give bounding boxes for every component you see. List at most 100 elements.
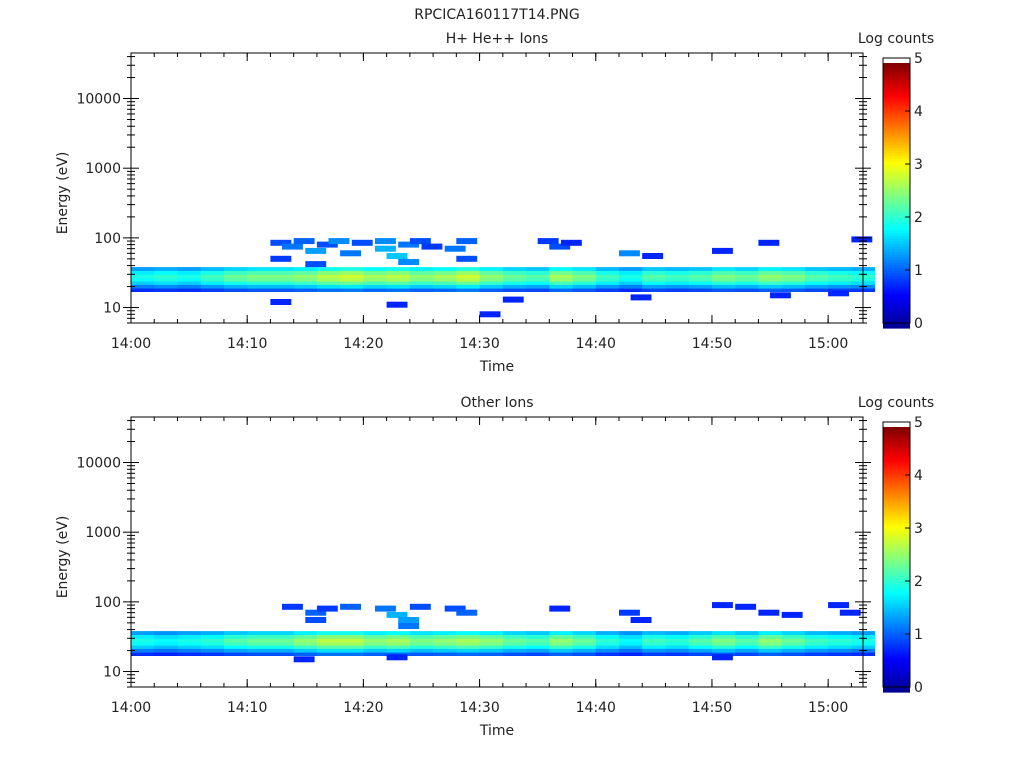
colorbar-segment (883, 527, 910, 531)
count-cell (316, 605, 338, 612)
plot-frame (130, 416, 864, 688)
colorbar-segment (883, 296, 910, 300)
band-cell (131, 631, 155, 635)
colorbar-tick-label: 4 (914, 468, 923, 484)
band-cell (409, 281, 434, 285)
colorbar-segment (883, 440, 910, 444)
band-cell (456, 267, 480, 271)
colorbar-segment (883, 81, 910, 85)
band-cell (781, 652, 806, 656)
colorbar-segment (883, 153, 910, 157)
band-cell (154, 638, 178, 642)
band-cell (409, 288, 434, 292)
colorbar-tick-label: 5 (914, 51, 923, 67)
band-cell (595, 645, 620, 649)
band-cell (688, 652, 713, 656)
band-cell (781, 645, 806, 649)
colorbar-segment (883, 442, 910, 447)
y-tick-label: 10 (103, 665, 121, 681)
band-cell (781, 634, 806, 639)
band-cell (386, 281, 411, 285)
count-cell (619, 609, 640, 616)
colorbar-segment (883, 182, 910, 186)
count-cell (444, 605, 466, 612)
x-axis-label: Time (479, 723, 514, 739)
band-cell (549, 270, 573, 275)
band-cell (200, 652, 225, 656)
colorbar-segment (883, 200, 910, 205)
band-cell (177, 281, 202, 285)
band-cell (735, 648, 759, 653)
band-cell (247, 631, 271, 635)
band-cell (224, 634, 248, 639)
band-cell (363, 284, 388, 289)
band-cell (293, 631, 318, 635)
band-cell (804, 284, 829, 289)
band-cell (433, 645, 457, 649)
colorbar-segment (883, 304, 910, 308)
band-cell (712, 284, 736, 289)
band-cell (293, 267, 318, 271)
band-cell (247, 634, 271, 639)
band-cell (224, 274, 248, 278)
colorbar-segment (883, 325, 910, 329)
band-cell (735, 652, 759, 656)
band-cell (502, 277, 527, 282)
band-cell (781, 267, 806, 271)
band-cell (804, 277, 829, 282)
band-cell (247, 267, 271, 271)
heatmap-cells (131, 602, 876, 663)
band-cell (828, 652, 852, 656)
band-cell (224, 631, 248, 635)
colorbar-segment (883, 551, 910, 555)
count-cell (712, 247, 733, 254)
band-cell (828, 648, 852, 653)
band-cell (340, 631, 364, 635)
band-cell (549, 652, 573, 656)
colorbar-segment (883, 559, 910, 563)
band-cell (456, 288, 480, 292)
count-cell (560, 239, 582, 246)
count-cell (851, 236, 873, 243)
band-cell (316, 270, 341, 275)
band-cell (247, 270, 271, 275)
colorbar-segment (883, 673, 910, 677)
band-cell (526, 648, 550, 653)
colorbar-segment (883, 434, 910, 439)
band-cell (316, 634, 341, 639)
band-cell (270, 648, 295, 653)
band-cell (712, 288, 736, 292)
colorbar-segment (883, 301, 910, 305)
colorbar-segment (883, 580, 910, 584)
band-cell (479, 645, 504, 649)
band-cell (224, 645, 248, 649)
band-cell (502, 288, 527, 292)
band-cell (619, 652, 643, 656)
colorbar-segment (883, 628, 910, 632)
count-cell (305, 247, 327, 254)
band-cell (479, 284, 504, 289)
band-cell (363, 267, 388, 271)
band-cell (828, 641, 852, 646)
band-cell (665, 281, 690, 285)
colorbar-segment (883, 450, 910, 455)
band-cell (363, 270, 388, 275)
band-cell (131, 267, 155, 271)
band-cell (433, 281, 457, 285)
count-cell (828, 602, 849, 609)
colorbar-segment (883, 280, 910, 284)
band-cell (200, 277, 225, 282)
band-cell (154, 284, 178, 289)
band-cell (665, 648, 690, 653)
band-cell (200, 641, 225, 646)
colorbar-segment (883, 612, 910, 616)
colorbar-segment (883, 190, 910, 194)
colorbar-tick-label: 1 (914, 263, 923, 279)
band-cell (688, 288, 713, 292)
band-cell (154, 634, 178, 639)
band-cell (433, 284, 457, 289)
colorbar-segment (883, 229, 910, 234)
band-cell (595, 288, 620, 292)
band-cell (502, 631, 527, 635)
x-tick-label: 14:10 (227, 700, 267, 716)
